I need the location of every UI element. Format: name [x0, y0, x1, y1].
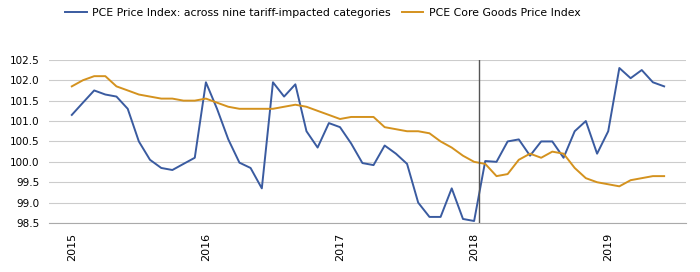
PCE Price Index: across nine tariff-impacted categories: (2.02e+03, 101): across nine tariff-impacted categories: …	[68, 113, 76, 116]
PCE Core Goods Price Index	[426, 132, 434, 135]
PCE Price Index: across nine tariff-impacted categories: (2.02e+03, 100): across nine tariff-impacted categories: …	[392, 152, 400, 155]
PCE Core Goods Price Index	[90, 75, 99, 78]
PCE Price Index: across nine tariff-impacted categories: (2.02e+03, 102): across nine tariff-impacted categories: …	[660, 85, 668, 88]
PCE Price Index: across nine tariff-impacted categories: (2.02e+03, 99): across nine tariff-impacted categories: …	[414, 201, 422, 204]
Line: PCE Price Index: across nine tariff-impacted categories: PCE Price Index: across nine tariff-impa…	[72, 68, 664, 221]
PCE Price Index: across nine tariff-impacted categories: (2.02e+03, 102): across nine tariff-impacted categories: …	[291, 83, 300, 86]
PCE Core Goods Price Index	[615, 185, 624, 188]
PCE Core Goods Price Index	[302, 105, 311, 109]
PCE Core Goods Price Index	[403, 130, 412, 133]
Line: PCE Core Goods Price Index: PCE Core Goods Price Index	[72, 76, 664, 186]
Legend: PCE Price Index: across nine tariff-impacted categories, PCE Core Goods Price In: PCE Price Index: across nine tariff-impa…	[61, 3, 584, 22]
PCE Core Goods Price Index	[68, 85, 76, 88]
PCE Price Index: across nine tariff-impacted categories: (2.02e+03, 102): across nine tariff-impacted categories: …	[615, 66, 624, 70]
PCE Price Index: across nine tariff-impacted categories: (2.02e+03, 100): across nine tariff-impacted categories: …	[481, 159, 489, 163]
PCE Core Goods Price Index	[436, 140, 445, 143]
PCE Price Index: across nine tariff-impacted categories: (2.02e+03, 98.7): across nine tariff-impacted categories: …	[426, 215, 434, 219]
PCE Core Goods Price Index	[660, 174, 668, 178]
PCE Core Goods Price Index	[179, 99, 188, 102]
PCE Price Index: across nine tariff-impacted categories: (2.02e+03, 99.8): across nine tariff-impacted categories: …	[168, 168, 176, 172]
PCE Core Goods Price Index	[481, 162, 489, 166]
PCE Price Index: across nine tariff-impacted categories: (2.02e+03, 98.5): across nine tariff-impacted categories: …	[470, 220, 478, 223]
